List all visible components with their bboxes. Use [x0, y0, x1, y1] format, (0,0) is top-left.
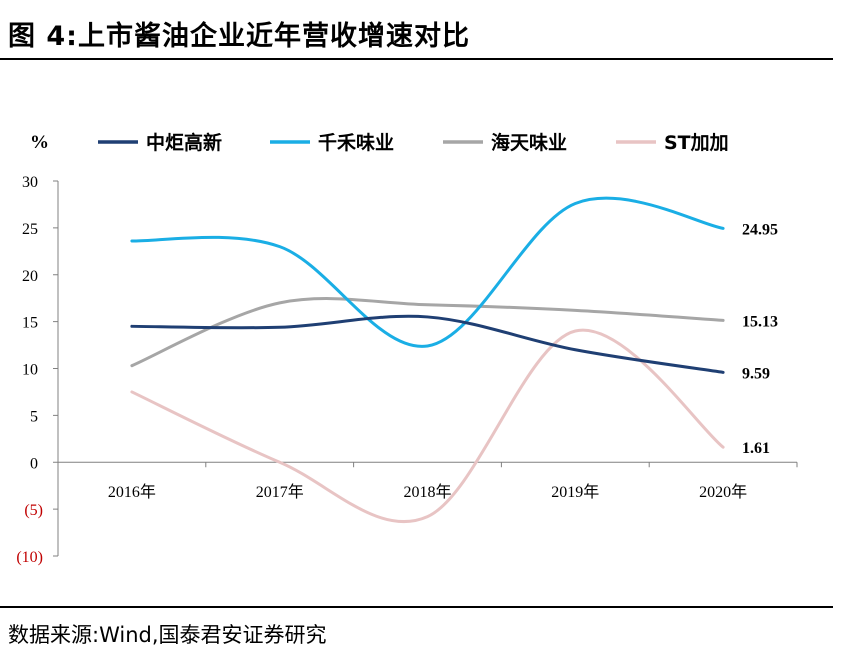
unit-label: % — [30, 132, 49, 153]
legend-entry: ST加加 — [664, 132, 729, 154]
x-tick-label: 2016年 — [108, 483, 156, 501]
source-rule — [0, 606, 833, 608]
y-tick-label: 5 — [30, 408, 38, 425]
series-line-3 — [130, 328, 725, 524]
end-value-label: 24.95 — [742, 221, 778, 238]
end-value-label: 15.13 — [742, 313, 778, 330]
figure-title: 图 4:上市酱油企业近年营收增速对比 — [8, 21, 470, 52]
x-tick-label: 2020年 — [699, 483, 747, 501]
series-lines — [130, 196, 725, 524]
end-value-label: 9.59 — [742, 365, 770, 382]
legend: % 中炬高新 千禾味业 海天味业 ST加加 — [30, 131, 729, 154]
x-tick-label: 2019年 — [551, 483, 599, 501]
y-tick-label: 25 — [22, 221, 38, 238]
chart-axes: 30 25 20 15 10 5 0 (5) (10) 2016年 2017年 2018年 2019年 2… — [16, 174, 798, 566]
legend-entry: 海天味业 — [491, 131, 567, 154]
legend-entry: 中炬高新 — [146, 131, 222, 154]
y-tick-label: (10) — [16, 549, 43, 566]
y-tick-label: (5) — [24, 502, 43, 519]
source-note: 数据来源:Wind,国泰君安证券研究 — [8, 623, 327, 647]
title-rule — [0, 58, 833, 60]
y-tick-label: 0 — [30, 455, 38, 472]
y-tick-label: 30 — [22, 174, 38, 191]
y-tick-label: 15 — [22, 315, 38, 332]
y-tick-label: 10 — [22, 362, 38, 379]
legend-entry: 千禾味业 — [318, 132, 394, 154]
x-tick-label: 2018年 — [403, 483, 451, 501]
x-tick-label: 2017年 — [256, 483, 304, 501]
y-tick-label: 20 — [22, 268, 38, 285]
end-labels: 9.59 24.95 15.13 1.61 — [742, 221, 778, 457]
end-value-label: 1.61 — [742, 440, 770, 457]
